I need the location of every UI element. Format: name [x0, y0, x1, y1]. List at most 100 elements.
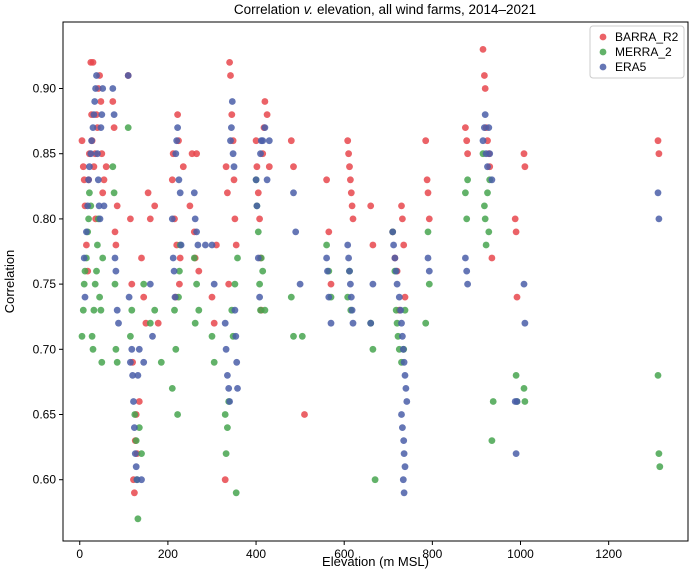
- data-point: [109, 85, 117, 92]
- data-point: [146, 280, 154, 288]
- data-point: [176, 280, 183, 288]
- data-point: [80, 280, 88, 288]
- data-point: [390, 241, 397, 249]
- data-point: [124, 124, 132, 131]
- data-point: [135, 398, 143, 405]
- data-point: [128, 306, 136, 314]
- data-point: [175, 176, 183, 184]
- data-point: [176, 267, 183, 275]
- data-point: [171, 306, 178, 314]
- data-point: [481, 72, 488, 79]
- data-point: [462, 124, 469, 131]
- data-point: [400, 437, 408, 444]
- data-point: [521, 398, 529, 405]
- x-axis-title: Elevation (m MSL): [322, 554, 429, 569]
- data-point: [488, 437, 496, 444]
- data-point: [520, 280, 528, 288]
- data-point: [265, 137, 273, 145]
- data-point: [398, 319, 405, 327]
- data-point: [369, 345, 377, 353]
- data-point: [265, 163, 273, 171]
- data-point: [168, 176, 176, 184]
- x-tick-label: 600: [334, 547, 354, 561]
- data-point: [99, 254, 107, 262]
- data-point: [94, 241, 101, 249]
- data-point: [112, 267, 120, 275]
- data-point: [344, 137, 352, 145]
- data-point: [234, 254, 241, 262]
- data-point: [230, 163, 238, 171]
- data-point: [172, 150, 180, 158]
- data-point: [97, 98, 105, 105]
- data-point: [128, 345, 136, 353]
- data-point: [88, 137, 95, 145]
- data-point: [126, 332, 134, 340]
- data-point: [231, 280, 239, 288]
- data-point: [298, 332, 306, 340]
- data-point: [179, 163, 187, 171]
- data-point: [463, 267, 471, 275]
- data-point: [232, 489, 240, 497]
- data-point: [100, 176, 108, 184]
- data-point: [323, 241, 330, 249]
- y-tick-label: 0.85: [33, 147, 57, 161]
- data-point: [259, 267, 267, 275]
- data-point: [287, 137, 295, 145]
- data-point: [253, 202, 261, 210]
- data-point: [112, 345, 120, 353]
- data-point: [131, 411, 139, 418]
- data-point: [132, 463, 140, 471]
- data-point: [512, 372, 520, 379]
- data-point: [257, 150, 264, 158]
- data-point: [511, 215, 519, 223]
- data-point: [83, 228, 90, 236]
- data-point: [210, 280, 218, 288]
- data-point: [401, 463, 409, 471]
- legend-box: [589, 25, 685, 79]
- data-point: [126, 215, 134, 223]
- data-point: [253, 163, 261, 171]
- data-point: [98, 111, 106, 118]
- data-point: [134, 515, 142, 523]
- data-point: [138, 450, 145, 457]
- data-point: [513, 293, 521, 301]
- data-point: [344, 241, 352, 249]
- data-point: [425, 280, 433, 288]
- data-point: [113, 306, 121, 314]
- data-point: [174, 111, 182, 118]
- data-point: [174, 124, 182, 131]
- legend-label: MERRA_2: [615, 45, 672, 59]
- data-point: [654, 189, 662, 197]
- data-point: [78, 332, 86, 340]
- data-point: [371, 476, 379, 484]
- data-point: [171, 293, 179, 301]
- data-point: [226, 398, 234, 405]
- data-point: [146, 319, 154, 327]
- x-tick-label: 1200: [595, 547, 622, 561]
- data-point: [221, 411, 229, 418]
- data-point: [99, 85, 107, 92]
- data-point: [327, 280, 335, 288]
- data-point: [151, 306, 159, 314]
- data-point: [290, 332, 297, 340]
- data-point: [109, 163, 117, 171]
- data-point: [346, 163, 353, 171]
- data-point: [402, 385, 410, 392]
- data-point: [96, 293, 103, 301]
- data-point: [190, 254, 198, 262]
- data-point: [85, 176, 92, 184]
- data-point: [400, 450, 408, 457]
- data-point: [348, 306, 356, 314]
- data-point: [208, 241, 216, 249]
- data-point: [346, 267, 353, 275]
- y-tick-label: 0.75: [33, 277, 57, 291]
- data-point: [232, 332, 240, 340]
- data-point: [484, 163, 491, 171]
- data-point: [93, 72, 100, 79]
- data-point: [254, 189, 262, 197]
- data-point: [656, 463, 664, 471]
- data-point: [481, 202, 488, 210]
- data-point: [135, 345, 143, 353]
- data-point: [464, 150, 471, 158]
- data-point: [485, 228, 493, 236]
